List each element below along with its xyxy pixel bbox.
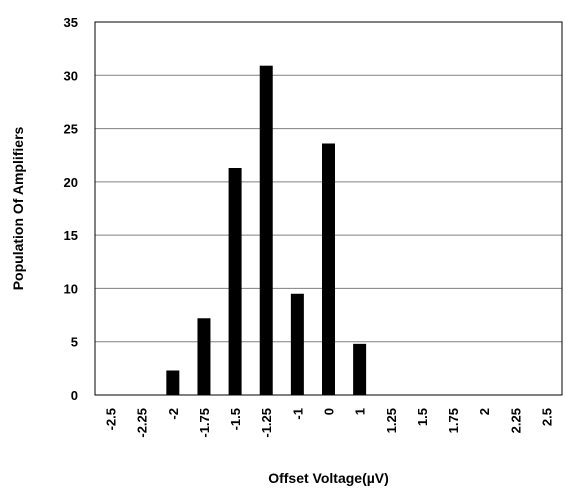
bar bbox=[228, 168, 242, 395]
plot-frame bbox=[94, 21, 563, 396]
y-tick-label: 5 bbox=[71, 335, 78, 350]
x-tick-label: 1.5 bbox=[415, 408, 430, 426]
x-tick-label: 1 bbox=[353, 408, 368, 415]
x-tick-label: 2.5 bbox=[539, 408, 554, 426]
x-tick-label: 2.25 bbox=[508, 408, 523, 433]
bar bbox=[322, 143, 335, 395]
x-tick-label: -1.25 bbox=[259, 408, 274, 438]
y-tick-label: 25 bbox=[64, 122, 78, 137]
bar bbox=[166, 370, 180, 395]
x-tick-label: 1.25 bbox=[384, 408, 399, 433]
x-axis-label: Offset Voltage(µV) bbox=[268, 470, 389, 486]
bar bbox=[353, 343, 367, 395]
x-tick-label: -1 bbox=[290, 408, 305, 420]
bar bbox=[259, 65, 273, 396]
y-tick-label: 10 bbox=[64, 281, 78, 296]
x-tick-label: 2 bbox=[477, 408, 492, 415]
bars bbox=[166, 65, 367, 396]
x-tick-label: -1.5 bbox=[228, 408, 243, 430]
bar bbox=[197, 318, 211, 395]
x-tick-label: -2 bbox=[166, 408, 181, 420]
y-axis-label: Population Of Amplifiers bbox=[10, 126, 26, 290]
bar bbox=[290, 293, 304, 395]
y-tick-label: 15 bbox=[64, 228, 78, 243]
x-tick-label: -2.5 bbox=[104, 408, 119, 430]
x-tick-labels: -2.5 -2.25 -2 -1.75 -1.5 -1.25 -1 0 1 1.25 1.5 1.75… bbox=[104, 408, 555, 438]
y-tick-label: 20 bbox=[64, 175, 78, 190]
x-tick-label: 0 bbox=[322, 408, 337, 415]
x-tick-label: -1.75 bbox=[197, 408, 212, 438]
x-tick-label: 1.75 bbox=[446, 408, 461, 433]
y-tick-label: 30 bbox=[64, 68, 78, 83]
y-tick-label: 35 bbox=[64, 15, 78, 30]
y-tick-label: 0 bbox=[71, 388, 78, 403]
x-tick-label: -2.25 bbox=[135, 408, 150, 438]
y-tick-labels: 0 5 10 15 20 25 30 35 bbox=[64, 15, 78, 403]
